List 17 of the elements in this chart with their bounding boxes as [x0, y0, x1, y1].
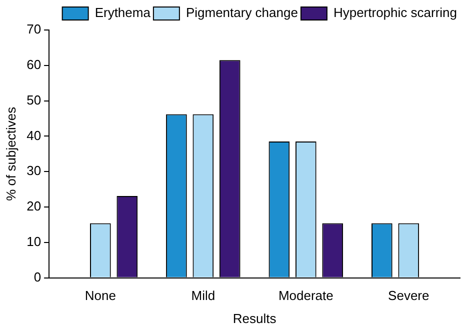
y-tick-label: 0	[34, 269, 42, 284]
y-tick-label: 60	[26, 56, 42, 72]
x-axis-title: Results	[232, 310, 277, 326]
y-tick-label: 20	[26, 198, 42, 214]
x-tick-label: Moderate	[278, 288, 334, 304]
y-tick-label: 40	[26, 128, 42, 143]
legend-label: Hypertrophic scarring	[333, 5, 457, 20]
y-axis-title: % of subjectives	[3, 106, 18, 201]
y-tick-label: 70	[26, 22, 42, 37]
y-tick-label: 10	[26, 234, 42, 249]
legend-label: Pigmentary change	[186, 5, 298, 20]
y-tick-label: 50	[26, 92, 42, 108]
x-tick-label: Mild	[191, 288, 216, 304]
legend-label: Erythema	[94, 5, 152, 20]
x-tick-label: None	[84, 288, 116, 304]
x-tick-label: Severe	[388, 288, 430, 304]
y-tick-label: 30	[26, 163, 42, 178]
